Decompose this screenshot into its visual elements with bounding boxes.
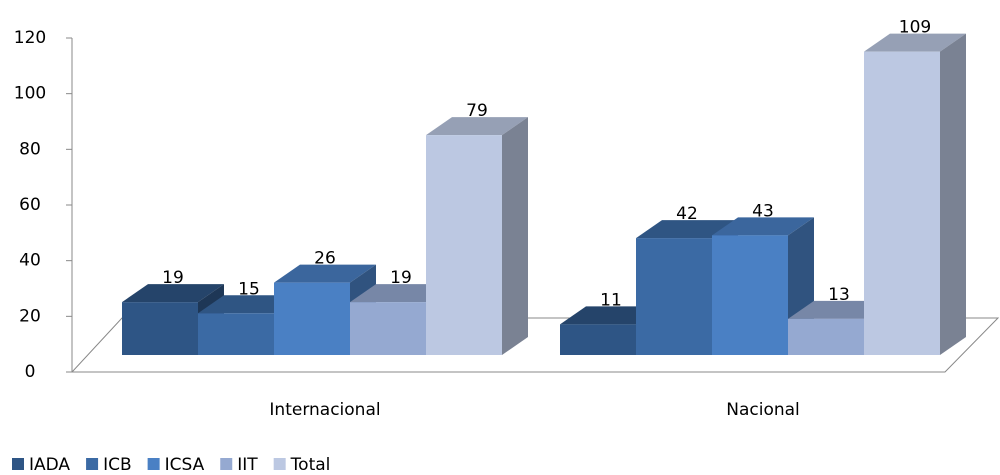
legend-swatch (273, 458, 286, 470)
y-tick-label: 80 (19, 139, 41, 159)
bar-side (940, 33, 966, 355)
data-label: 42 (676, 204, 698, 224)
bar (122, 302, 198, 355)
bar-top (636, 220, 738, 239)
data-label: 109 (899, 18, 931, 38)
data-label: 79 (466, 101, 488, 121)
legend-swatch (147, 458, 160, 470)
legend-label: IADA (29, 455, 70, 475)
x-tick-label: Internacional (269, 400, 380, 420)
legend-label: Total (290, 455, 331, 475)
bar (198, 313, 274, 355)
y-tick-label: 20 (19, 306, 41, 326)
y-tick-label: 100 (14, 84, 46, 104)
bar-top (274, 264, 376, 283)
bar (274, 282, 350, 355)
data-label: 15 (238, 279, 260, 299)
legend-swatch (86, 458, 99, 470)
legend-swatch (12, 458, 24, 470)
bar (712, 235, 788, 355)
bar-top (426, 117, 528, 136)
x-tick-label: Nacional (726, 400, 800, 420)
data-label: 19 (162, 268, 184, 288)
bar (788, 318, 864, 355)
data-label: 43 (752, 201, 774, 221)
bar (864, 51, 940, 355)
bar (426, 135, 502, 355)
data-label: 11 (600, 290, 622, 310)
bar-top (864, 33, 966, 52)
bar-top (712, 217, 814, 236)
bar-side (502, 117, 528, 355)
y-tick-label: 60 (19, 195, 41, 215)
data-label: 19 (390, 268, 412, 288)
bar (560, 324, 636, 355)
floor (70, 317, 1000, 373)
y-tick-label: 40 (19, 251, 41, 271)
data-label: 26 (314, 249, 336, 269)
legend-label: ICSA (165, 455, 205, 475)
data-label: 13 (828, 285, 850, 305)
bar (350, 302, 426, 355)
legend-label: IIT (237, 455, 258, 475)
bar-top (122, 284, 224, 303)
legend-swatch (220, 458, 233, 470)
bar (636, 238, 712, 355)
y-tick-label: 0 (25, 362, 36, 382)
legend-label: ICB (103, 455, 132, 475)
y-tick-label: 120 (14, 28, 46, 48)
